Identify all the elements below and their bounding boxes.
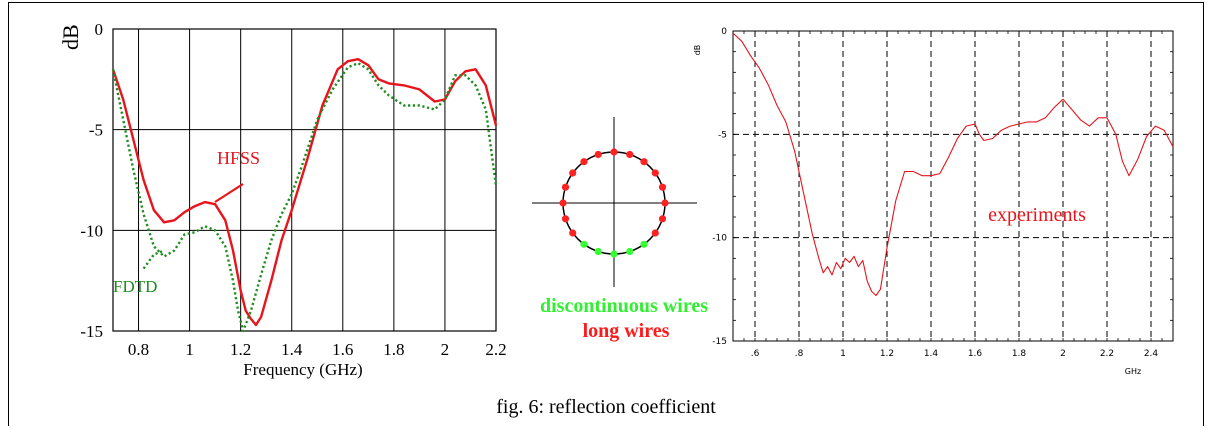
left-x-axis-label: Frequency (GHz) — [243, 360, 362, 379]
series-fdtd-extra-line — [142, 249, 165, 270]
left-x-tick-label: 1.2 — [230, 340, 251, 359]
left-y-tick-label: -5 — [89, 121, 103, 140]
left-x-tick-label: 0.8 — [128, 340, 149, 359]
hfss-leader-line — [214, 183, 244, 203]
fdtd-annotation: FDTD — [113, 277, 157, 296]
left-y-tick-label: -15 — [80, 322, 103, 341]
left-plot-border — [112, 28, 497, 332]
left-series — [111, 58, 498, 333]
series-hfss-line — [111, 58, 498, 327]
series-fdtd-line — [111, 62, 498, 333]
left-grid — [112, 28, 497, 332]
hfss-annotation: HFSS — [217, 148, 260, 168]
left-x-tick-label: 1.4 — [281, 340, 303, 359]
left-tick-labels: 0.8 1 1.2 1.4 1.6 1.8 2 2.2 0 -5 -10 -15 — [80, 20, 506, 359]
figure-frame — [8, 2, 1204, 426]
left-y-tick-label: -10 — [80, 221, 103, 240]
left-x-tick-label: 2 — [441, 340, 450, 359]
figure-caption: fig. 6: reflection coefficient — [496, 396, 716, 418]
left-y-axis-label: dB — [58, 24, 83, 50]
left-y-tick-label: 0 — [95, 20, 104, 39]
left-x-tick-label: 1.6 — [332, 340, 353, 359]
left-x-tick-label: 1 — [185, 340, 194, 359]
left-x-tick-label: 2.2 — [485, 340, 506, 359]
left-x-tick-label: 1.8 — [383, 340, 404, 359]
